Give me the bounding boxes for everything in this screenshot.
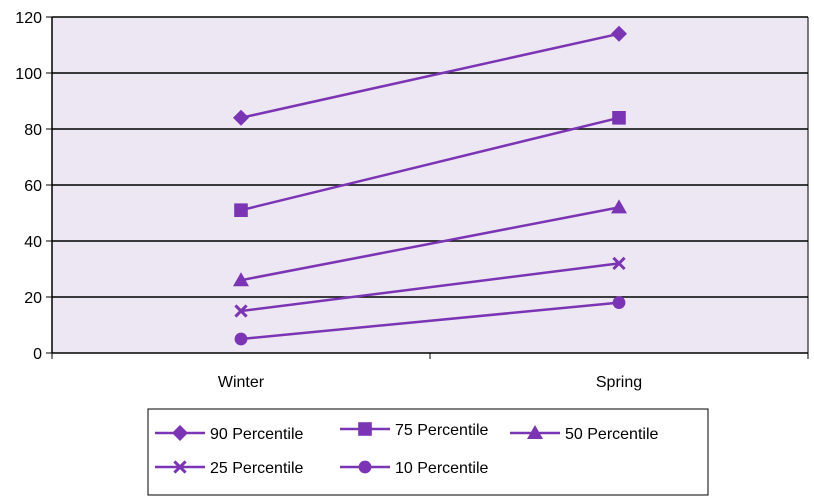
x-icon: [173, 460, 187, 474]
y-tick-label: 60: [24, 178, 42, 195]
y-tick-label: 100: [15, 66, 42, 83]
circle-icon: [358, 460, 372, 474]
legend-label: 90 Percentile: [210, 426, 303, 443]
diamond-icon: [233, 109, 249, 126]
legend-label: 50 Percentile: [565, 426, 658, 443]
plot-area: 0 20 40 60 80 100 120 Winter Spring: [15, 10, 809, 391]
circle-icon: [234, 332, 248, 346]
series-line: [240, 301, 620, 341]
series-2: [233, 199, 627, 287]
diamond-icon: [172, 425, 188, 441]
y-tick-label: 20: [24, 290, 42, 307]
legend-box: [147, 408, 709, 496]
triangle-icon: [527, 425, 543, 439]
triangle-icon: [233, 272, 249, 287]
series-1: [234, 111, 626, 217]
x-tick-label: Spring: [596, 374, 642, 391]
square-icon: [612, 111, 626, 125]
x-icon: [612, 256, 626, 271]
series-4: [234, 296, 626, 346]
series-line: [240, 116, 620, 212]
circle-icon: [612, 296, 626, 309]
x-icon-stroke: [173, 460, 187, 474]
legend-label: 25 Percentile: [210, 460, 303, 477]
y-tick-label: 0: [33, 346, 42, 363]
x-icon-stroke: [612, 256, 626, 271]
legend-label: 75 Percentile: [395, 422, 488, 439]
legend: 90 Percentile 75 Percentile 50 Percentile 2…: [147, 408, 709, 496]
diamond-icon: [611, 25, 627, 42]
x-icon: [234, 304, 248, 318]
square-icon: [358, 422, 372, 436]
x-icon-stroke: [234, 304, 248, 318]
legend-item: 90 Percentile: [155, 425, 303, 443]
triangle-icon: [611, 199, 627, 214]
y-tick-label: 80: [24, 122, 42, 139]
legend-item: 50 Percentile: [510, 425, 658, 443]
x-tick-label: Winter: [218, 374, 265, 391]
series-3: [234, 256, 626, 318]
y-tick-label: 40: [24, 234, 42, 251]
square-icon: [234, 203, 248, 217]
series-line: [240, 206, 620, 282]
series-line: [240, 262, 620, 313]
legend-label: 10 Percentile: [395, 460, 488, 477]
series-0: [233, 25, 627, 126]
y-tick-label: 120: [15, 10, 42, 27]
legend-item: 10 Percentile: [340, 460, 488, 477]
series-line: [240, 32, 620, 120]
legend-item: 75 Percentile: [340, 422, 488, 439]
legend-item: 25 Percentile: [155, 460, 303, 477]
